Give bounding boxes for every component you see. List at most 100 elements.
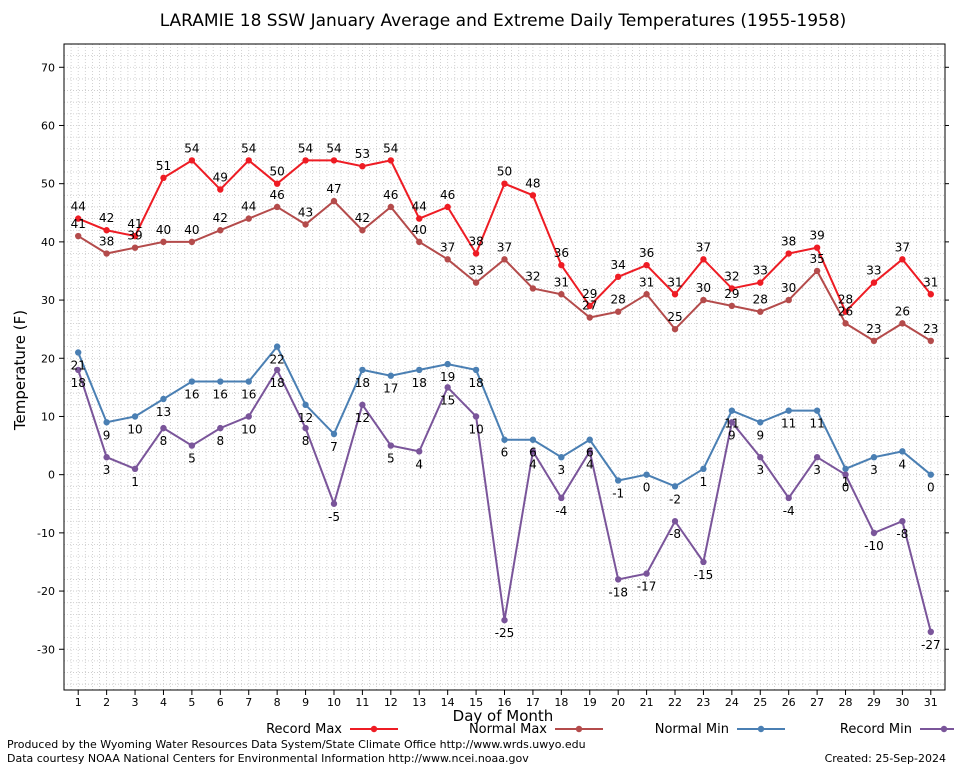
data-label-normal-min: 21 — [71, 358, 86, 372]
data-point-record-max — [160, 174, 167, 182]
data-label-normal-min: 9 — [103, 428, 111, 442]
data-label-record-max: 33 — [753, 264, 768, 278]
data-label-normal-max: 32 — [525, 269, 540, 283]
data-point-record-min — [728, 419, 736, 426]
x-tick-label: 7 — [245, 696, 252, 709]
x-tick-label: 6 — [217, 696, 224, 709]
data-point-record-max — [586, 302, 593, 310]
data-point-normal-min — [529, 436, 537, 443]
data-label-normal-min: 3 — [870, 463, 878, 477]
y-tick-label: -20 — [37, 585, 55, 598]
data-point-record-min — [558, 494, 565, 502]
data-point-record-min — [75, 366, 82, 374]
data-point-record-min — [416, 448, 423, 455]
data-point-normal-max — [188, 238, 196, 246]
data-label-record-min: 5 — [188, 452, 196, 466]
data-label-normal-min: 11 — [724, 417, 739, 431]
data-label-normal-max: 40 — [412, 223, 427, 237]
data-point-record-min — [813, 454, 821, 461]
series-record-max — [75, 157, 934, 315]
data-label-normal-max: 31 — [639, 275, 654, 289]
x-tick-label: 11 — [355, 696, 369, 709]
data-label-record-min: 8 — [160, 434, 168, 448]
data-label-record-min: 4 — [586, 457, 594, 471]
data-point-normal-min — [416, 366, 423, 374]
data-point-normal-min — [671, 483, 679, 490]
data-label-record-min: 15 — [440, 393, 455, 407]
data-point-normal-min — [359, 366, 366, 374]
data-label-record-max: 31 — [923, 275, 938, 289]
y-tick-label: 20 — [41, 352, 55, 365]
data-label-record-max: 49 — [213, 170, 228, 184]
data-point-normal-min — [700, 465, 707, 473]
data-point-record-max — [472, 250, 480, 257]
data-label-normal-max: 42 — [213, 211, 228, 225]
data-point-normal-max — [131, 244, 139, 251]
data-label-record-min: -10 — [864, 539, 884, 553]
data-label-record-min: -15 — [694, 568, 714, 582]
data-point-record-max — [103, 227, 110, 234]
data-label-record-min: -27 — [921, 638, 941, 652]
data-label-record-min: 10 — [241, 422, 256, 436]
data-label-record-max: 37 — [895, 240, 910, 254]
data-label-record-max: 41 — [127, 217, 142, 231]
data-label-record-min: 8 — [216, 434, 224, 448]
y-tick-label: -10 — [37, 527, 55, 540]
data-point-normal-max — [643, 291, 650, 298]
data-point-normal-max — [330, 197, 338, 205]
data-label-normal-min: 1 — [842, 475, 850, 489]
x-tick-label: 16 — [498, 696, 512, 709]
data-label-record-min: 3 — [756, 463, 764, 477]
data-point-normal-max — [217, 227, 224, 234]
data-point-record-min — [842, 471, 849, 478]
x-tick-label: 13 — [412, 696, 426, 709]
data-label-normal-min: 6 — [529, 446, 537, 460]
x-tick-label: 22 — [668, 696, 682, 709]
chart-title: LARAMIE 18 SSW January Average and Extre… — [160, 11, 847, 31]
data-point-record-max — [416, 215, 423, 222]
data-label-normal-min: 19 — [440, 370, 455, 384]
series-layer — [75, 157, 934, 636]
legend-item-normal-max: Normal Max — [469, 722, 603, 737]
data-label-record-max: 38 — [781, 235, 796, 249]
data-label-normal-min: 1 — [700, 475, 708, 489]
x-tick-label: 12 — [384, 696, 398, 709]
data-point-record-max — [558, 261, 565, 269]
data-point-record-max — [529, 192, 537, 199]
data-point-record-min — [643, 570, 650, 577]
data-label-normal-max: 37 — [497, 240, 512, 254]
data-point-normal-min — [131, 413, 139, 420]
data-point-record-max — [501, 180, 508, 187]
x-tick-label: 4 — [160, 696, 167, 709]
data-label-normal-max: 40 — [156, 223, 171, 237]
x-tick-label: 1 — [75, 696, 82, 709]
data-label-normal-max: 33 — [468, 264, 483, 278]
data-point-normal-min — [273, 343, 281, 350]
data-label-normal-max: 26 — [895, 304, 910, 318]
legend-label: Record Max — [266, 722, 342, 737]
data-label-normal-max: 28 — [611, 293, 626, 307]
legend-swatch-marker — [370, 725, 378, 733]
data-label-normal-max: 23 — [923, 322, 938, 336]
data-point-normal-min — [302, 401, 309, 409]
data-label-record-min: 0 — [842, 481, 850, 495]
data-label-record-max: 51 — [156, 159, 171, 173]
legend-item-record-min: Record Min — [840, 722, 954, 737]
data-label-normal-min: 17 — [383, 382, 398, 396]
x-tick-label: 27 — [810, 696, 824, 709]
data-point-normal-max — [472, 279, 480, 286]
legend-label: Record Min — [840, 722, 912, 737]
data-label-record-max: 33 — [866, 264, 881, 278]
plot-area — [64, 44, 945, 690]
data-point-record-max — [614, 273, 622, 280]
data-point-normal-min — [757, 419, 764, 426]
data-label-record-max: 32 — [724, 269, 739, 283]
created-date: Created: 25-Sep-2024 — [825, 752, 946, 765]
data-point-record-min — [302, 424, 309, 432]
data-label-normal-min: 16 — [184, 388, 199, 402]
data-point-record-min — [671, 518, 679, 525]
data-label-record-min: 4 — [529, 457, 537, 471]
x-tick-label: 5 — [188, 696, 195, 709]
data-label-record-max: 36 — [639, 246, 654, 260]
